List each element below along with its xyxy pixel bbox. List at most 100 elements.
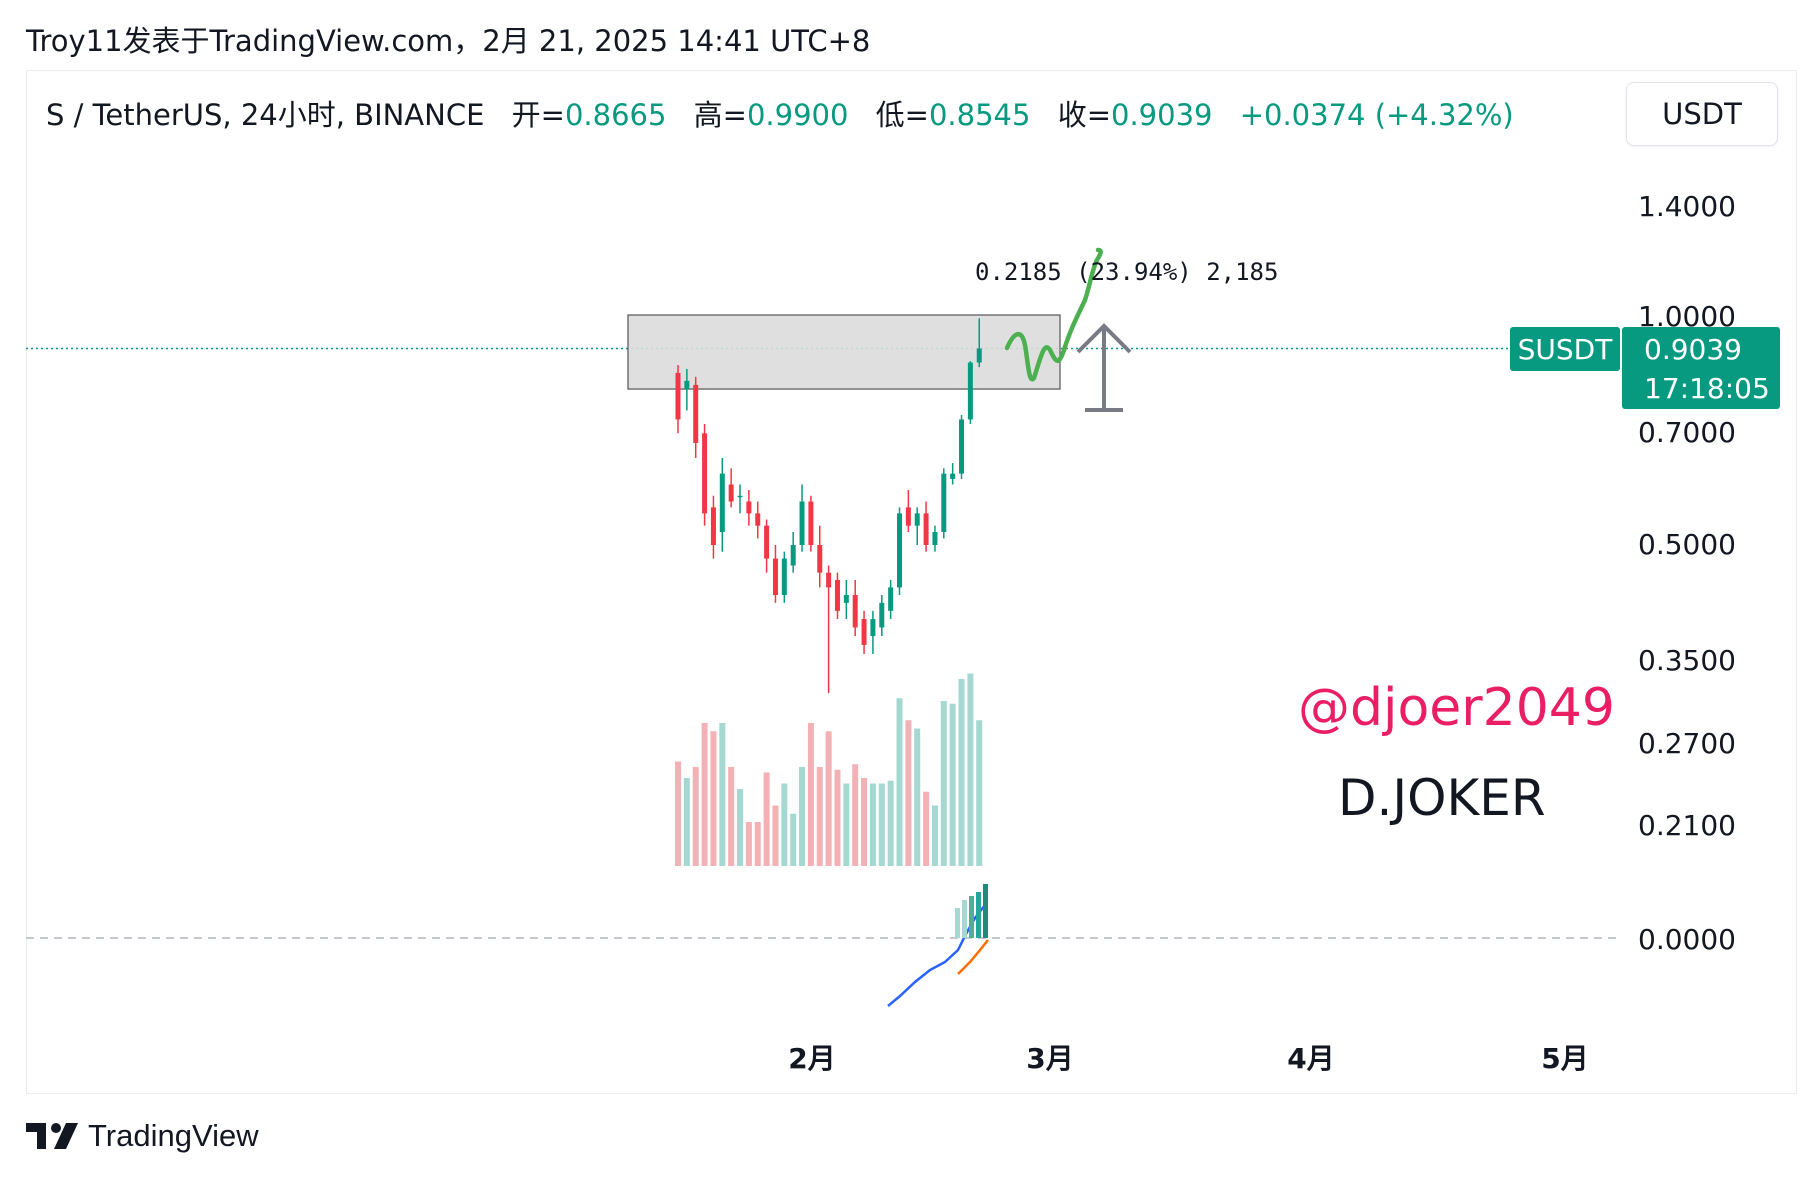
candle-body bbox=[746, 501, 752, 514]
y-axis-tick-label: 0.5000 bbox=[1638, 528, 1736, 561]
candle-body bbox=[781, 558, 787, 596]
candle-body bbox=[710, 507, 716, 545]
y-axis-tick-label: 0.7000 bbox=[1638, 416, 1736, 449]
volume-bar bbox=[905, 720, 912, 866]
candle-body bbox=[693, 384, 699, 443]
x-axis-tick-label: 4月 bbox=[1287, 1042, 1334, 1075]
macd-indicator bbox=[887, 884, 989, 1007]
volume-bar bbox=[737, 789, 744, 866]
macd-hist-bar bbox=[962, 900, 967, 938]
bar-countdown: 17:18:05 bbox=[1644, 372, 1770, 405]
resistance-zone-rect[interactable] bbox=[627, 314, 1061, 390]
candle-body bbox=[888, 587, 894, 611]
y-axis-tick-label: 0.2700 bbox=[1638, 727, 1736, 760]
last-price-value: 0.9039 bbox=[1644, 333, 1742, 366]
volume-bar bbox=[834, 769, 841, 866]
volume-bar bbox=[878, 783, 885, 866]
candle-body bbox=[764, 525, 770, 559]
x-axis-tick-label: 5月 bbox=[1541, 1042, 1588, 1075]
candle-body bbox=[950, 473, 956, 480]
candle-body bbox=[675, 372, 681, 420]
candle-body bbox=[861, 619, 867, 645]
candle-body bbox=[826, 572, 832, 588]
open-value: 0.8665 bbox=[564, 98, 667, 132]
x-axis-tick-label: 3月 bbox=[1026, 1042, 1073, 1075]
volume-bar bbox=[728, 767, 735, 866]
volume-bar bbox=[710, 731, 717, 866]
volume-bar bbox=[825, 731, 832, 866]
tradingview-logo[interactable]: TradingView bbox=[26, 1118, 259, 1154]
close-label: 收= bbox=[1057, 98, 1111, 132]
volume-bar bbox=[869, 783, 876, 866]
candle-body bbox=[879, 602, 885, 628]
volume-bar bbox=[976, 720, 983, 866]
last-price-tag: 0.9039 17:18:05 bbox=[1622, 327, 1780, 409]
y-axis-tick-label: 0.2100 bbox=[1638, 809, 1736, 842]
measure-label: 0.2185 (23.94%) 2,185 bbox=[975, 258, 1278, 286]
candle-body bbox=[684, 380, 690, 390]
volume-histogram bbox=[675, 673, 983, 866]
candle-body bbox=[702, 433, 708, 514]
high-value: 0.9900 bbox=[746, 98, 849, 132]
volume-bar bbox=[719, 723, 726, 866]
freehand-drawing[interactable] bbox=[1004, 247, 1103, 382]
currency-unit-button[interactable]: USDT bbox=[1626, 82, 1778, 146]
candle-body bbox=[852, 595, 858, 628]
candlestick-series bbox=[675, 318, 982, 694]
x-axis-tick-label: 2月 bbox=[788, 1042, 835, 1075]
candle-body bbox=[790, 545, 796, 566]
volume-bar bbox=[790, 813, 797, 866]
volume-bar bbox=[887, 780, 894, 866]
volume-bar bbox=[852, 764, 859, 866]
symbol-info: S / TetherUS, 24小时, BINANCE bbox=[46, 98, 485, 132]
y-axis-tick-label: 1.4000 bbox=[1638, 190, 1736, 223]
candle-body bbox=[976, 348, 982, 363]
publish-caption: Troy11发表于TradingView.com，2月 21, 2025 14:… bbox=[26, 24, 871, 58]
macd-hist-bar bbox=[983, 884, 988, 938]
high-label: 高= bbox=[693, 98, 747, 132]
tradingview-logo-icon bbox=[26, 1123, 78, 1149]
candle-body bbox=[808, 501, 814, 545]
volume-bar bbox=[683, 778, 690, 866]
volume-bar bbox=[896, 698, 903, 866]
author-handle: @djoer2049 bbox=[1298, 678, 1615, 738]
volume-bar bbox=[745, 822, 752, 866]
candle-body bbox=[941, 473, 947, 532]
volume-bar bbox=[701, 723, 708, 866]
macd-hist-bar bbox=[976, 892, 981, 938]
candle-body bbox=[959, 419, 965, 474]
candle-body bbox=[914, 513, 920, 526]
volume-bar bbox=[914, 728, 921, 866]
volume-bar bbox=[843, 783, 850, 866]
candle-body bbox=[905, 507, 911, 526]
volume-bar bbox=[763, 772, 770, 866]
signal-line bbox=[957, 939, 989, 975]
candle-body bbox=[817, 545, 823, 573]
candle-body bbox=[870, 619, 876, 637]
low-value: 0.8545 bbox=[928, 98, 1031, 132]
candle-body bbox=[737, 495, 743, 498]
volume-bar bbox=[692, 767, 699, 866]
open-label: 开= bbox=[511, 98, 565, 132]
candle-body bbox=[843, 595, 849, 603]
macd-hist-bar bbox=[955, 908, 960, 938]
volume-bar bbox=[807, 723, 814, 866]
candle-body bbox=[932, 531, 938, 545]
author-name: D.JOKER bbox=[1338, 769, 1546, 827]
candle-body bbox=[834, 579, 840, 611]
close-value: 0.9039 bbox=[1111, 98, 1213, 132]
volume-bar bbox=[799, 767, 806, 866]
candle-body bbox=[755, 513, 761, 526]
candle-body bbox=[799, 501, 805, 545]
volume-bar bbox=[675, 761, 681, 866]
candle-body bbox=[772, 558, 778, 596]
low-label: 低= bbox=[875, 98, 929, 132]
symbol-tag-label: SUSDT bbox=[1518, 333, 1614, 366]
volume-bar bbox=[940, 701, 947, 866]
y-axis-tick-label: 0.0000 bbox=[1638, 923, 1736, 956]
measure-arrow[interactable] bbox=[1076, 323, 1132, 412]
candle-body bbox=[719, 473, 725, 532]
volume-bar bbox=[861, 778, 868, 866]
volume-bar bbox=[781, 783, 788, 866]
